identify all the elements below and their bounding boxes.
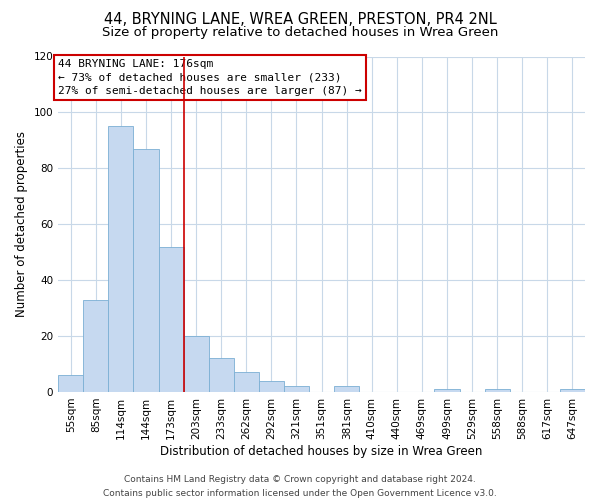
Text: 44 BRYNING LANE: 176sqm
← 73% of detached houses are smaller (233)
27% of semi-d: 44 BRYNING LANE: 176sqm ← 73% of detache… [58, 60, 362, 96]
Bar [485, 389, 510, 392]
Bar [284, 386, 309, 392]
Bar [158, 246, 184, 392]
Bar [209, 358, 234, 392]
X-axis label: Distribution of detached houses by size in Wrea Green: Distribution of detached houses by size … [160, 444, 483, 458]
Text: Size of property relative to detached houses in Wrea Green: Size of property relative to detached ho… [102, 26, 498, 39]
Bar [234, 372, 259, 392]
Text: Contains HM Land Registry data © Crown copyright and database right 2024.
Contai: Contains HM Land Registry data © Crown c… [103, 476, 497, 498]
Bar [109, 126, 133, 392]
Y-axis label: Number of detached properties: Number of detached properties [15, 131, 28, 317]
Bar [133, 149, 158, 392]
Bar [434, 389, 460, 392]
Text: 44, BRYNING LANE, WREA GREEN, PRESTON, PR4 2NL: 44, BRYNING LANE, WREA GREEN, PRESTON, P… [104, 12, 496, 28]
Bar [334, 386, 359, 392]
Bar [560, 389, 585, 392]
Bar [259, 381, 284, 392]
Bar [184, 336, 209, 392]
Bar [83, 300, 109, 392]
Bar [58, 375, 83, 392]
